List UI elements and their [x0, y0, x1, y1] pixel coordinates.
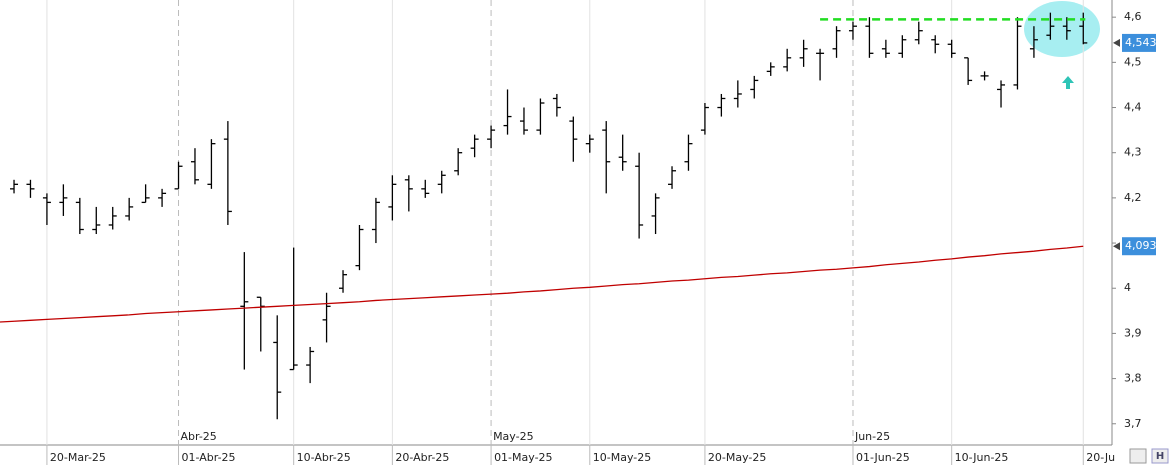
toolbar-button[interactable]	[1129, 448, 1147, 464]
y-tick-label: 4,3	[1124, 146, 1142, 159]
highlight-ellipse	[1024, 1, 1100, 57]
month-label: Jun-25	[854, 430, 890, 443]
x-tick-label: 01-Abr-25	[182, 451, 236, 464]
toolbar-button[interactable]	[1151, 448, 1169, 464]
y-tick-label: 3,9	[1124, 326, 1142, 339]
toolbar-icon: H	[1156, 451, 1164, 462]
price-tag-label: 4,093	[1125, 239, 1157, 252]
up-arrow	[1062, 76, 1074, 89]
x-tick-label: 10-May-25	[593, 451, 651, 464]
y-tick-label: 4	[1124, 281, 1131, 294]
x-tick-label: 20-Ju	[1086, 451, 1115, 464]
y-tick-label: 4,6	[1124, 10, 1142, 23]
x-tick-label: 10-Abr-25	[297, 451, 351, 464]
x-tick-label: 01-May-25	[494, 451, 552, 464]
x-tick-label: 01-Jun-25	[856, 451, 910, 464]
price-tag-label: 4,543	[1125, 36, 1157, 49]
price-tag-pointer	[1113, 242, 1120, 251]
moving-average-extension	[0, 320, 15, 323]
y-tick-label: 4,2	[1124, 191, 1142, 204]
x-tick-label: 10-Jun-25	[955, 451, 1009, 464]
moving-average	[13, 245, 1084, 322]
y-tick-label: 3,8	[1124, 372, 1142, 385]
month-label: Abr-25	[181, 430, 217, 443]
y-tick-label: 4,5	[1124, 55, 1142, 68]
price-tag-pointer	[1113, 38, 1120, 47]
y-tick-label: 4,4	[1124, 101, 1142, 114]
x-tick-label: 20-May-25	[708, 451, 766, 464]
month-label: May-25	[493, 430, 534, 443]
price-tag	[1122, 33, 1156, 52]
x-tick-label: 20-Abr-25	[395, 451, 449, 464]
price-tag	[1122, 237, 1156, 256]
y-tick-label: 3,7	[1124, 417, 1142, 430]
x-tick-label: 20-Mar-25	[50, 451, 106, 464]
